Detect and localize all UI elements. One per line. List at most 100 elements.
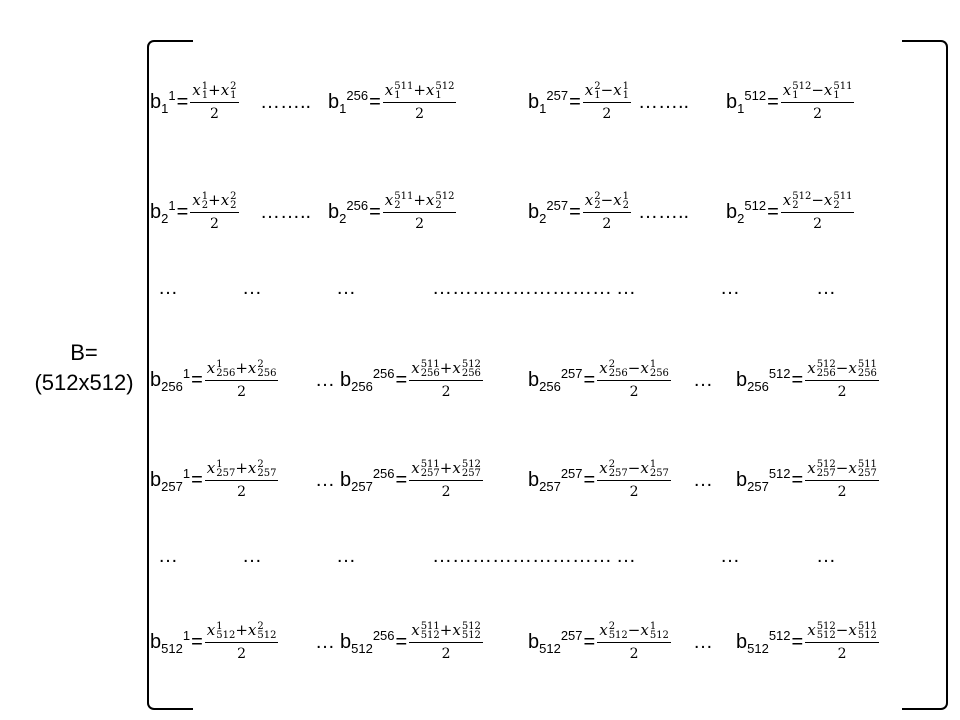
equals-sign: = bbox=[369, 90, 381, 113]
x-variable: x 1 512 bbox=[640, 621, 669, 641]
x-indices: 512 2 bbox=[435, 192, 454, 211]
entry-symbol: b256256 bbox=[340, 365, 395, 394]
column-ellipsis: … bbox=[616, 276, 636, 299]
x-superscript: 511 bbox=[857, 359, 877, 370]
equals-sign: = bbox=[395, 630, 408, 653]
x-superscript: 512 bbox=[792, 191, 812, 202]
operator: + bbox=[413, 191, 426, 209]
x-subscript: 257 bbox=[216, 468, 236, 479]
x-indices: 511 2 bbox=[394, 192, 413, 211]
x-superscript: 1 bbox=[216, 621, 223, 632]
x-superscript: 1 bbox=[201, 81, 209, 92]
entry-row-index: 257 bbox=[747, 478, 769, 494]
fraction-numerator: x 511 2 +x 512 2 bbox=[382, 191, 457, 213]
entry-row-index: 2 bbox=[339, 210, 347, 226]
x-variable: x 511 256 bbox=[848, 359, 877, 379]
equals-sign: = bbox=[791, 630, 804, 653]
fraction: x 1 2 +x 2 2 2 bbox=[190, 191, 239, 233]
equals-sign: = bbox=[176, 200, 189, 223]
row-ellipsis: … bbox=[693, 630, 713, 653]
entry-col-index: 256 bbox=[372, 465, 395, 481]
column-ellipsis: … bbox=[816, 276, 836, 299]
fraction-numerator: x 512 256 −x 511 256 bbox=[805, 359, 879, 381]
entry-symbol: b11 bbox=[150, 87, 176, 116]
x-indices: 2 257 bbox=[608, 459, 628, 479]
entry-symbol: b256257 bbox=[528, 365, 583, 394]
fraction-numerator: x 511 1 +x 512 1 bbox=[382, 81, 457, 103]
row-ellipsis: …….. bbox=[638, 200, 690, 223]
fraction-numerator: x 2 1 −x 1 1 bbox=[582, 81, 632, 103]
x-indices: 1 512 bbox=[216, 621, 235, 641]
x-variable: x 2 512 bbox=[247, 621, 277, 641]
matrix-entry: b21 = x 1 2 +x 2 2 2 bbox=[150, 182, 239, 242]
x-indices: 1 256 bbox=[216, 359, 235, 379]
entry-col-index: 512 bbox=[768, 365, 791, 381]
fraction-denominator: 2 bbox=[837, 484, 847, 500]
equals-sign: = bbox=[191, 468, 203, 491]
matrix-row: b5121 = x 1 512 +x 2 512 2… b512256 = x 511 512 +x 512 5… bbox=[150, 612, 925, 672]
x-superscript: 2 bbox=[608, 621, 616, 632]
fraction-denominator: 2 bbox=[441, 384, 451, 400]
x-indices: 1 257 bbox=[650, 460, 669, 479]
x-variable: x 2 256 bbox=[247, 359, 277, 379]
x-variable: x 2 257 bbox=[247, 459, 277, 479]
matrix-entry: b1256 = x 511 1 +x 512 1 2 bbox=[328, 72, 457, 132]
x-variable: x 511 1 bbox=[384, 81, 414, 101]
equals-sign: = bbox=[191, 368, 203, 391]
entry-row-index: 512 bbox=[539, 640, 561, 656]
x-variable: x 512 512 bbox=[807, 621, 836, 641]
operator: − bbox=[811, 81, 824, 99]
entry-row-index: 256 bbox=[539, 378, 561, 394]
entry-row-index: 512 bbox=[351, 640, 373, 656]
matrix-entry: b2512 = x 512 2 −x 511 2 2 bbox=[726, 182, 855, 242]
fraction-numerator: x 511 256 +x 512 256 bbox=[409, 359, 483, 381]
entry-symbol: b1512 bbox=[726, 87, 767, 116]
row-ellipsis: …….. bbox=[260, 90, 312, 113]
fraction-denominator: 2 bbox=[237, 646, 247, 662]
left-bracket bbox=[147, 40, 193, 710]
x-superscript: 1 bbox=[216, 459, 223, 470]
fraction-denominator: 2 bbox=[837, 384, 847, 400]
entry-symbol: b512257 bbox=[528, 627, 583, 656]
matrix-label: B= (512x512) bbox=[22, 338, 146, 398]
x-subscript: 256 bbox=[649, 368, 669, 379]
entry-symbol: b1256 bbox=[328, 87, 369, 116]
column-ellipsis: … bbox=[336, 276, 356, 299]
x-subscript: 1 bbox=[230, 90, 237, 101]
x-subscript: 2 bbox=[394, 200, 401, 211]
x-indices: 511 256 bbox=[857, 359, 877, 379]
entry-col-index: 1 bbox=[168, 87, 176, 103]
operator: + bbox=[439, 459, 453, 477]
x-superscript: 2 bbox=[608, 359, 616, 370]
equals-sign: = bbox=[369, 200, 381, 223]
x-superscript: 511 bbox=[857, 621, 877, 632]
fraction-denominator: 2 bbox=[813, 216, 823, 232]
equals-sign: = bbox=[569, 200, 581, 223]
row-ellipsis: … bbox=[693, 368, 713, 391]
equals-sign: = bbox=[569, 90, 581, 113]
x-indices: 2 256 bbox=[608, 359, 628, 379]
matrix-entry: b257256 = x 511 257 +x 512 257 2 bbox=[340, 450, 483, 510]
x-subscript: 256 bbox=[816, 368, 836, 379]
fraction: x 511 2 +x 512 2 2 bbox=[382, 191, 457, 233]
x-superscript: 1 bbox=[216, 359, 223, 370]
operator: + bbox=[439, 621, 453, 639]
entry-symbol: b2571 bbox=[150, 465, 191, 494]
column-ellipsis: … bbox=[158, 544, 178, 567]
fraction-denominator: 2 bbox=[602, 106, 612, 122]
x-subscript: 257 bbox=[608, 468, 628, 479]
entry-col-index: 256 bbox=[346, 87, 369, 103]
x-subscript: 512 bbox=[420, 630, 440, 641]
entry-row-index: 512 bbox=[747, 640, 769, 656]
fraction: x 2 256 −x 1 256 2 bbox=[597, 359, 671, 401]
x-superscript: 2 bbox=[608, 459, 616, 470]
x-indices: 512 256 bbox=[462, 360, 481, 379]
x-subscript: 256 bbox=[420, 368, 440, 379]
matrix-row: b21 = x 1 2 +x 2 2 2…….. b2256 = x 511 2 +x 512 2 2 b2257 =… bbox=[150, 182, 925, 242]
